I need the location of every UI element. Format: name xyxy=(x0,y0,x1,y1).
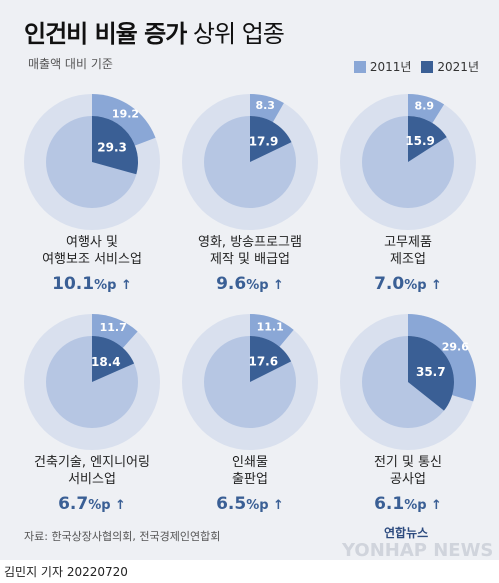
industry-label-line: 제조업 xyxy=(390,252,426,267)
industry-label-line: 인쇄물 xyxy=(232,455,268,470)
increase-value: 6.5%p ↑ xyxy=(170,494,330,514)
value-label-2021: 29.3 xyxy=(97,141,127,155)
slice-2021 xyxy=(408,336,455,411)
title-main: 인건비 비율 증가 xyxy=(24,20,187,48)
legend-swatch-2021 xyxy=(421,60,434,73)
donut-chart: 29.6 35.7 xyxy=(340,314,477,450)
increase-value: 6.7%p ↑ xyxy=(12,494,172,514)
increase-value: 7.0%p ↑ xyxy=(328,274,488,294)
chart-subtitle: 매출액 대비 기준 xyxy=(28,57,113,71)
increase-number: 7.0 xyxy=(374,274,405,294)
increase-unit: %p ↑ xyxy=(246,498,284,513)
donut-chart: 19.2 29.3 xyxy=(24,94,160,230)
slice-2021 xyxy=(408,116,447,162)
slice-2021 xyxy=(250,116,292,162)
increase-number: 9.6 xyxy=(216,274,247,294)
legend-item-2021: 2021년 xyxy=(421,58,479,75)
industry-label-line: 전기 및 통신 xyxy=(373,455,443,470)
industry-label-line: 여행보조 서비스업 xyxy=(42,252,142,267)
value-label-2011: 8.3 xyxy=(255,99,275,112)
increase-unit: %p ↑ xyxy=(404,498,442,513)
watermark: YONHAP NEWS xyxy=(342,540,494,561)
donut-chart: 8.3 17.9 xyxy=(182,94,318,230)
value-label-2021: 35.7 xyxy=(416,365,446,379)
legend-label-2011: 2011년 xyxy=(369,60,412,74)
title-sub: 상위 업종 xyxy=(186,20,285,48)
slice-2021 xyxy=(92,116,138,175)
byline: 김민지 기자 20220720 xyxy=(4,565,128,579)
industry-label-line: 여행사 및 xyxy=(66,235,118,250)
increase-unit: %p ↑ xyxy=(404,278,442,293)
increase-number: 6.1 xyxy=(374,494,405,514)
source-note: 자료: 한국상장사협의회, 전국경제인연합회 xyxy=(24,530,221,543)
value-label-2011: 11.1 xyxy=(257,321,284,334)
legend: 2011년 2021년 xyxy=(353,58,479,75)
publisher-logo: 연합뉴스 xyxy=(384,526,429,540)
increase-value: 6.1%p ↑ xyxy=(328,494,488,514)
increase-number: 10.1 xyxy=(52,274,95,294)
industry-label-line: 출판업 xyxy=(232,472,268,487)
value-label-2011: 11.7 xyxy=(100,321,127,334)
increase-unit: %p ↑ xyxy=(94,278,132,293)
slice-2021 xyxy=(250,336,292,382)
value-label-2011: 29.6 xyxy=(442,341,469,354)
legend-swatch-2011 xyxy=(353,60,366,73)
value-label-2011: 8.9 xyxy=(415,99,435,112)
value-label-2011: 19.2 xyxy=(112,107,139,120)
increase-number: 6.5 xyxy=(216,494,247,514)
increase-number: 6.7 xyxy=(58,494,89,514)
industry-label-line: 제작 및 배급업 xyxy=(209,252,291,267)
increase-unit: %p ↑ xyxy=(88,498,126,513)
industry-label-line: 고무제품 xyxy=(384,235,432,250)
value-label-2021: 18.4 xyxy=(91,355,121,369)
chart-background xyxy=(0,0,499,560)
donut-chart: 11.1 17.6 xyxy=(182,314,318,450)
increase-unit: %p ↑ xyxy=(246,278,284,293)
industry-label-line: 건축기술, 엔지니어링 xyxy=(34,455,150,470)
legend-label-2021: 2021년 xyxy=(437,60,479,74)
increase-value: 10.1%p ↑ xyxy=(12,274,172,294)
chart-title: 인건비 비율 증가 상위 업종 xyxy=(24,14,285,49)
value-label-2021: 15.9 xyxy=(405,134,435,148)
value-label-2021: 17.6 xyxy=(248,355,278,369)
industry-label-line: 공사업 xyxy=(390,472,426,487)
industry-label-line: 영화, 방송프로그램 xyxy=(198,235,302,250)
slice-2021 xyxy=(92,336,135,382)
donut-chart: 8.9 15.9 xyxy=(340,94,476,230)
industry-label-line: 서비스업 xyxy=(68,472,116,487)
donut-chart: 11.7 18.4 xyxy=(24,314,160,450)
legend-item-2011: 2011년 xyxy=(353,58,412,75)
value-label-2021: 17.9 xyxy=(249,135,279,149)
increase-value: 9.6%p ↑ xyxy=(170,274,330,294)
